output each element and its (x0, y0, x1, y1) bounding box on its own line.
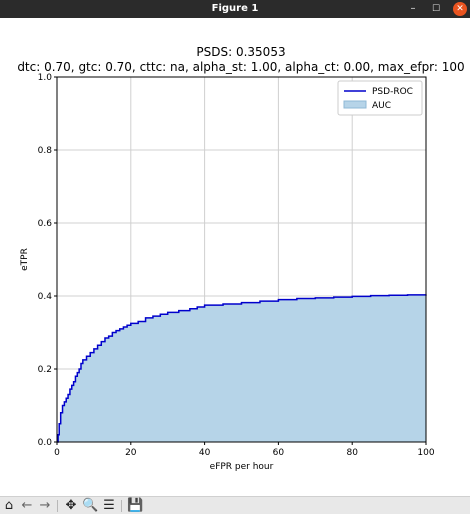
chart-title: PSDS: 0.35053 (196, 45, 285, 59)
back-arrow-icon[interactable]: ← (21, 498, 33, 513)
chart-subtitle: dtc: 0.70, gtc: 0.70, cttc: na, alpha_st… (17, 60, 464, 74)
psd-roc-line (57, 294, 427, 443)
toolbar-separator (57, 500, 58, 512)
y-tick-label: 0.8 (38, 146, 53, 156)
window-titlebar[interactable]: Figure 1 – ☐ ✕ (0, 0, 470, 18)
toolbar-separator (121, 500, 122, 512)
axes-frame (56, 76, 427, 443)
figure-canvas[interactable]: PSDS: 0.35053 dtc: 0.70, gtc: 0.70, cttc… (0, 18, 470, 496)
y-tick-label: 0.4 (38, 292, 53, 302)
maximize-icon[interactable]: ☐ (431, 4, 441, 14)
legend-auc-swatch (343, 100, 367, 109)
x-tick-label: 40 (199, 448, 211, 458)
forward-arrow-icon[interactable]: → (39, 498, 51, 513)
y-tick-label: 0.0 (38, 438, 53, 448)
close-icon[interactable]: ✕ (453, 2, 467, 16)
legend: PSD-ROC AUC (337, 80, 423, 116)
auc-area (57, 294, 426, 442)
zoom-icon[interactable]: 🔍 (82, 498, 99, 513)
home-icon[interactable]: ⌂ (4, 498, 14, 513)
y-tick-label: 0.2 (38, 365, 52, 375)
x-tick-label: 20 (125, 448, 137, 458)
save-icon[interactable]: 💾 (127, 498, 144, 513)
pan-icon[interactable]: ✥ (65, 498, 77, 513)
window-title: Figure 1 (211, 3, 259, 14)
x-axis-label: eFPR per hour (210, 462, 274, 472)
psd-roc-chart: PSDS: 0.35053 dtc: 0.70, gtc: 0.70, cttc… (17, 45, 464, 472)
legend-psd-roc-label: PSD-ROC (372, 87, 413, 97)
y-tick-label: 1.0 (38, 73, 53, 83)
y-axis-label: eTPR (20, 248, 30, 271)
x-tick-label: 80 (346, 448, 358, 458)
x-tick-label: 60 (273, 448, 285, 458)
legend-auc-label: AUC (372, 101, 391, 111)
x-tick-label: 100 (417, 448, 434, 458)
y-tick-label: 0.6 (38, 219, 53, 229)
axis-ticks: 0 20 40 60 80 100 0.0 0.2 0.4 0.6 0.8 1.0 (38, 73, 435, 458)
minimize-icon[interactable]: – (410, 3, 416, 14)
x-tick-label: 0 (54, 448, 60, 458)
configure-subplots-icon[interactable]: ☰ (103, 498, 115, 513)
navigation-toolbar: ⌂ ← → ✥ 🔍 ☰ 💾 (0, 496, 470, 514)
